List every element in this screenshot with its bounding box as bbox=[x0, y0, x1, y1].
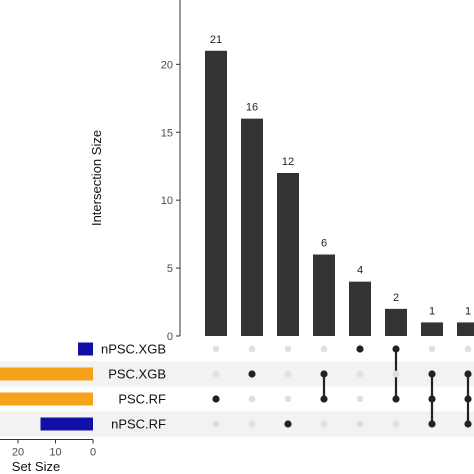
set-label: PSC.RF bbox=[118, 392, 166, 407]
matrix-dot-inactive bbox=[464, 345, 472, 353]
matrix-dot-active bbox=[356, 345, 364, 353]
matrix-dot-inactive bbox=[392, 370, 400, 378]
set-label: PSC.XGB bbox=[108, 367, 166, 382]
matrix-dot-inactive bbox=[248, 420, 256, 428]
intersection-bar bbox=[457, 322, 474, 336]
set-size-axis: 20 10 0 bbox=[0, 439, 96, 459]
matrix-dot-active bbox=[392, 345, 400, 353]
matrix-dot-active bbox=[320, 370, 328, 378]
intersection-bar bbox=[205, 50, 227, 336]
intersection-bar bbox=[385, 308, 407, 336]
y-tick-label: 10 bbox=[161, 195, 173, 207]
set-labels: nPSC.XGB PSC.XGB PSC.RF nPSC.RF bbox=[101, 342, 166, 432]
intersection-bar-label: 2 bbox=[393, 292, 399, 304]
set-label: nPSC.RF bbox=[111, 417, 166, 432]
y-tick-label: 5 bbox=[167, 263, 173, 275]
matrix-dot-inactive bbox=[320, 420, 328, 428]
matrix-dot-active bbox=[428, 420, 436, 428]
matrix-dot-inactive bbox=[212, 420, 220, 428]
matrix-dot-inactive bbox=[284, 395, 292, 403]
matrix-dot-inactive bbox=[284, 345, 292, 353]
matrix-dot-inactive bbox=[356, 420, 364, 428]
matrix-dot-active bbox=[248, 370, 256, 378]
set-size-tick-label: 10 bbox=[49, 447, 61, 459]
intersection-bar bbox=[349, 281, 371, 336]
y-tick-label: 0 bbox=[167, 331, 173, 343]
matrix-dot-inactive bbox=[428, 345, 436, 353]
y-axis-title: Intersection Size bbox=[89, 130, 104, 226]
matrix-dot-active bbox=[464, 395, 472, 403]
matrix-dot-active bbox=[428, 395, 436, 403]
set-size-tick-label: 20 bbox=[12, 447, 24, 459]
y-tick-label: 15 bbox=[161, 127, 173, 139]
intersection-bar-label: 6 bbox=[321, 238, 327, 250]
set-size-bar bbox=[0, 367, 93, 381]
matrix-dot-inactive bbox=[212, 370, 220, 378]
matrix-dot-inactive bbox=[320, 345, 328, 353]
intersection-bar bbox=[277, 173, 299, 336]
intersection-bar bbox=[313, 254, 335, 336]
set-label: nPSC.XGB bbox=[101, 342, 166, 357]
intersection-bar-label: 4 bbox=[357, 265, 363, 277]
matrix-dot-inactive bbox=[284, 370, 292, 378]
matrix-dot-inactive bbox=[212, 345, 220, 353]
set-size-bar bbox=[78, 342, 93, 356]
set-size-bars bbox=[0, 342, 93, 431]
y-tick-label: 20 bbox=[161, 59, 173, 71]
matrix-dot-inactive bbox=[248, 395, 256, 403]
matrix-dot-inactive bbox=[392, 420, 400, 428]
set-size-title: Set Size bbox=[12, 459, 60, 474]
matrix-dot-active bbox=[212, 395, 220, 403]
intersection-bar-label: 16 bbox=[246, 102, 258, 114]
matrix-dot-active bbox=[320, 395, 328, 403]
intersection-bar-label: 21 bbox=[210, 34, 222, 46]
intersection-matrix bbox=[212, 345, 472, 428]
intersection-bar-label: 1 bbox=[429, 305, 435, 317]
intersection-bar bbox=[241, 118, 263, 337]
set-size-bar bbox=[0, 392, 93, 406]
matrix-dot-active bbox=[284, 420, 292, 428]
intersection-bar-label: 1 bbox=[465, 305, 471, 317]
set-size-tick-label: 0 bbox=[90, 447, 96, 459]
matrix-dot-active bbox=[464, 370, 472, 378]
intersection-bars bbox=[205, 50, 474, 337]
intersection-bar bbox=[421, 322, 443, 336]
intersection-bar-label: 12 bbox=[282, 156, 294, 168]
matrix-dot-active bbox=[392, 395, 400, 403]
set-size-bar bbox=[40, 417, 93, 431]
matrix-dot-active bbox=[464, 420, 472, 428]
matrix-dot-active bbox=[428, 370, 436, 378]
matrix-dot-inactive bbox=[248, 345, 256, 353]
matrix-dot-inactive bbox=[356, 395, 364, 403]
matrix-dot-inactive bbox=[356, 370, 364, 378]
intersection-y-axis: 0 5 10 15 20 bbox=[161, 0, 181, 343]
